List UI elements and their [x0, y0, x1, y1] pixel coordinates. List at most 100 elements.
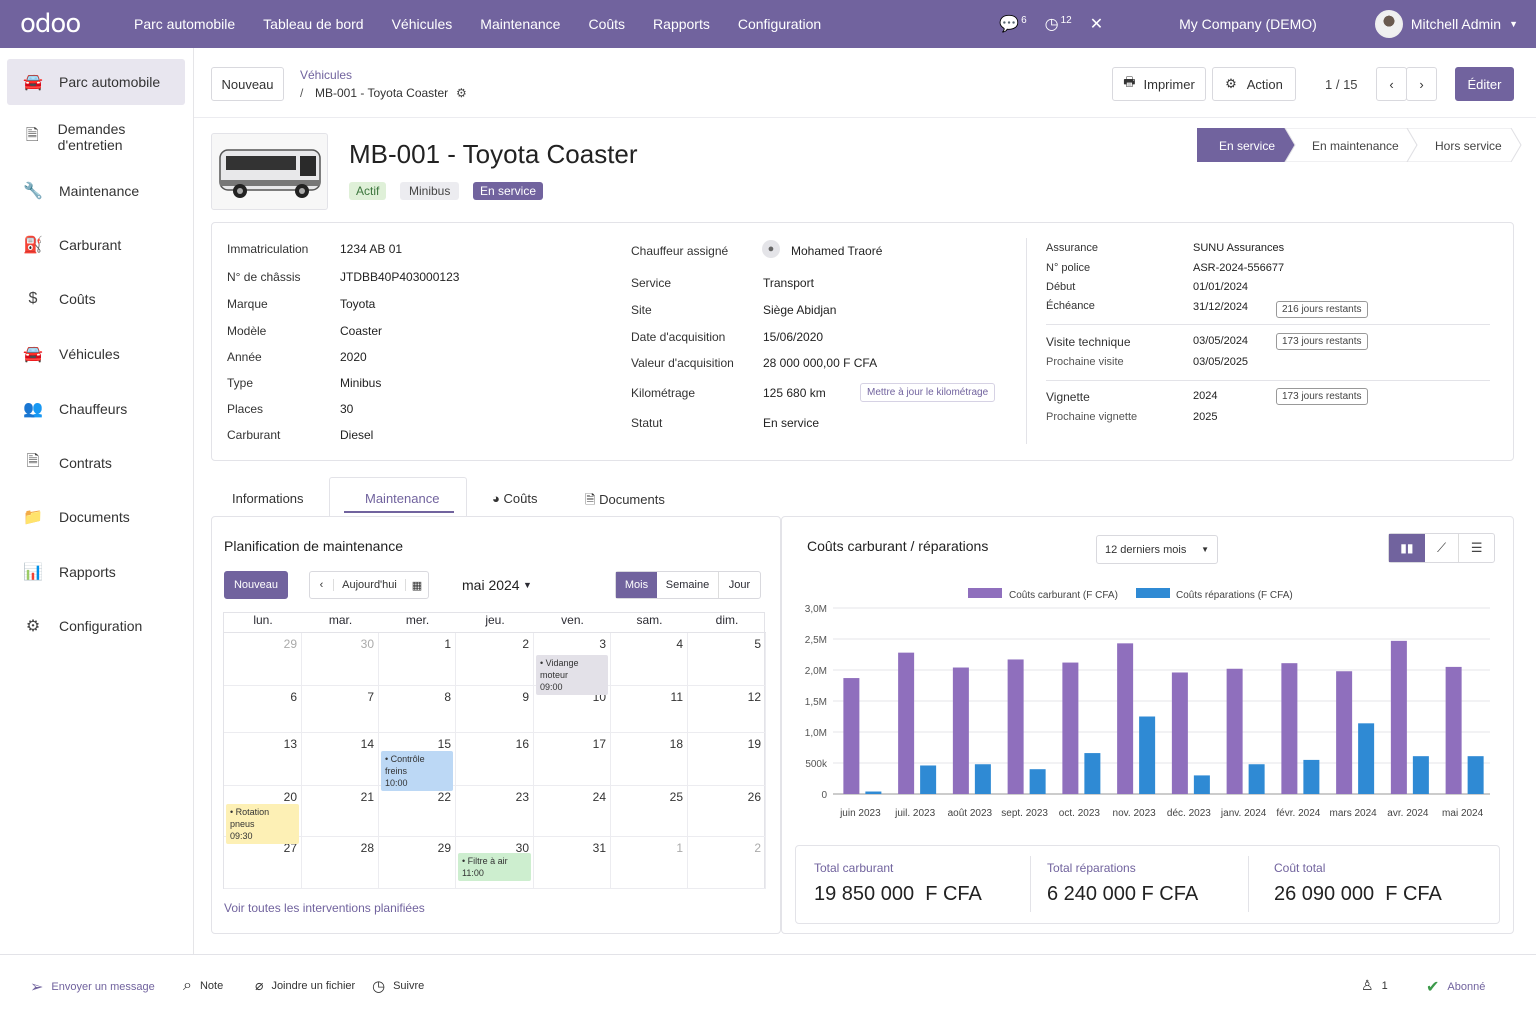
follow-button[interactable]: ◷ Suivre: [372, 977, 424, 995]
odoo-logo[interactable]: odoo: [20, 9, 81, 39]
field-statut[interactable]: En service: [763, 416, 820, 430]
calendar-day-cell[interactable]: 17: [534, 733, 611, 786]
calendar-event[interactable]: • Filtre à air 11:00: [458, 853, 531, 881]
sidebar-item-vehicules[interactable]: 🚘 Véhicules: [7, 331, 185, 377]
status-hors-service[interactable]: Hors service: [1435, 139, 1502, 153]
calendar-day-cell[interactable]: 26: [688, 786, 766, 837]
calendar-day-cell[interactable]: 21: [302, 786, 379, 837]
menu-rapports[interactable]: Rapports: [653, 16, 710, 32]
calendar-event[interactable]: • Vidange moteur 09:00: [536, 655, 608, 695]
field-marque[interactable]: Toyota: [340, 297, 376, 311]
send-message-button[interactable]: ➢ Envoyer un message: [30, 977, 155, 997]
sidebar-item-maintenance[interactable]: 🔧 Maintenance: [7, 168, 185, 214]
calendar-day-cell[interactable]: 1: [611, 837, 688, 889]
tab-maintenance[interactable]: Maintenance: [329, 477, 467, 516]
caret-down-icon[interactable]: ▼: [523, 580, 532, 590]
field-vignette[interactable]: 2024: [1193, 390, 1218, 402]
field-assurance[interactable]: SUNU Assurances: [1193, 242, 1285, 254]
calendar-day-cell[interactable]: 29: [224, 633, 302, 686]
field-chauffeur[interactable]: Mohamed Traoré: [791, 244, 883, 258]
sidebar-item-demandes[interactable]: 🗎 Demandes d'entretien: [7, 114, 185, 160]
field-service[interactable]: Transport: [763, 276, 814, 290]
sidebar-item-configuration[interactable]: ⚙ Configuration: [7, 603, 185, 649]
attach-file-button[interactable]: ⌀ Joindre un fichier: [255, 977, 355, 994]
list-icon[interactable]: ☰: [1470, 540, 1483, 555]
pager-previous-button[interactable]: ‹: [1376, 67, 1407, 101]
field-visite-technique[interactable]: 03/05/2024: [1193, 335, 1249, 347]
calendar-icon[interactable]: ▦: [411, 579, 423, 592]
breadcrumb-vehicules[interactable]: Véhicules: [300, 68, 353, 82]
calendar-day-cell[interactable]: 22: [379, 786, 456, 837]
field-kilometrage[interactable]: 125 680 km: [763, 386, 826, 400]
field-carburant[interactable]: Diesel: [340, 428, 374, 442]
calendar-day-cell[interactable]: 12: [688, 686, 766, 733]
menu-vehicules[interactable]: Véhicules: [391, 16, 453, 32]
field-chassis[interactable]: JTDBB40P403000123: [340, 270, 460, 284]
field-annee[interactable]: 2020: [340, 350, 367, 364]
calendar-day-cell[interactable]: 6: [224, 686, 302, 733]
calendar-day-cell[interactable]: 28: [302, 837, 379, 889]
tab-informations[interactable]: Informations: [232, 491, 304, 506]
menu-configuration[interactable]: Configuration: [737, 16, 822, 32]
calendar-day-cell[interactable]: 23: [456, 786, 534, 837]
sidebar-item-parc-automobile[interactable]: 🚘 Parc automobile: [7, 59, 185, 105]
menu-parc-automobile[interactable]: Parc automobile: [134, 16, 236, 32]
sidebar-item-contrats[interactable]: 🗎 Contrats: [7, 440, 185, 486]
field-prochaine-vignette[interactable]: 2025: [1193, 411, 1218, 423]
calendar-new-button[interactable]: Nouveau: [224, 571, 288, 599]
calendar-day-cell[interactable]: 24: [534, 786, 611, 837]
period-select[interactable]: 12 derniers mois ▼: [1096, 535, 1218, 564]
menu-couts[interactable]: Coûts: [588, 16, 626, 32]
followers-button[interactable]: ♙ 1: [1361, 977, 1388, 994]
pager-value[interactable]: 1 / 15: [1325, 77, 1358, 92]
gear-icon[interactable]: ⚙: [456, 86, 467, 100]
calendar-day-cell[interactable]: 4: [611, 633, 688, 686]
field-date-acquisition[interactable]: 15/06/2020: [763, 330, 824, 344]
line-chart-icon[interactable]: ⟋: [1425, 534, 1460, 562]
calendar-day-cell[interactable]: 18: [611, 733, 688, 786]
vehicle-image[interactable]: [211, 133, 328, 210]
tab-documents[interactable]: 🗎 Documents: [585, 491, 665, 513]
calendar-day-cell[interactable]: 29: [379, 837, 456, 889]
view-month-button[interactable]: Mois: [616, 572, 657, 598]
field-prochaine-visite[interactable]: 03/05/2025: [1193, 356, 1249, 368]
tab-couts[interactable]: ◕ Coûts: [492, 491, 537, 506]
menu-maintenance[interactable]: Maintenance: [480, 16, 561, 32]
subscribed-button[interactable]: ✔ Abonné: [1426, 977, 1485, 997]
calendar-event[interactable]: • Contrôle freins 10:00: [381, 751, 453, 791]
status-en-maintenance[interactable]: En maintenance: [1312, 139, 1399, 153]
action-button[interactable]: ⚙ Action: [1212, 67, 1296, 101]
field-valeur-acquisition[interactable]: 28 000 000,00 F CFA: [763, 356, 878, 370]
field-police[interactable]: ASR-2024-556677: [1193, 262, 1285, 274]
update-odometer-button[interactable]: Mettre à jour le kilométrage: [860, 383, 996, 402]
calendar-day-cell[interactable]: 11: [611, 686, 688, 733]
calendar-day-cell[interactable]: 31: [534, 837, 611, 889]
calendar-day-cell[interactable]: 27: [224, 837, 302, 889]
sidebar-item-carburant[interactable]: ⛽ Carburant: [7, 222, 185, 268]
calendar-day-cell[interactable]: 8: [379, 686, 456, 733]
chevron-left-icon[interactable]: ‹: [310, 579, 334, 591]
sidebar-item-chauffeurs[interactable]: 👥 Chauffeurs: [7, 386, 185, 432]
field-places[interactable]: 30: [340, 402, 354, 416]
sidebar-item-documents[interactable]: 📁 Documents: [7, 494, 185, 540]
calendar-day-cell[interactable]: 30: [302, 633, 379, 686]
menu-tableau-de-bord[interactable]: Tableau de bord: [263, 16, 364, 32]
field-modele[interactable]: Coaster: [340, 324, 383, 338]
calendar-day-cell[interactable]: 9: [456, 686, 534, 733]
log-note-button[interactable]: ⌕ Note: [183, 977, 223, 995]
calendar-day-cell[interactable]: 1: [379, 633, 456, 686]
view-day-button[interactable]: Jour: [728, 579, 751, 591]
new-button[interactable]: Nouveau: [211, 67, 284, 101]
status-en-service[interactable]: En service: [1219, 139, 1276, 153]
sidebar-item-rapports[interactable]: 📊 Rapports: [7, 549, 185, 595]
calendar-day-cell[interactable]: 2: [456, 633, 534, 686]
messages-button[interactable]: 💬 6: [999, 14, 1026, 34]
calendar-day-cell[interactable]: 16: [456, 733, 534, 786]
view-week-button[interactable]: Semaine: [657, 572, 719, 598]
field-immatriculation[interactable]: 1234 AB 01: [340, 242, 403, 256]
sidebar-item-couts[interactable]: $ Coûts: [7, 276, 185, 322]
debug-tools-icon[interactable]: ✕: [1089, 16, 1104, 33]
calendar-day-cell[interactable]: 13: [224, 733, 302, 786]
today-button[interactable]: Aujourd'hui: [334, 579, 406, 591]
user-menu[interactable]: Mitchell Admin ▼: [1374, 10, 1518, 38]
